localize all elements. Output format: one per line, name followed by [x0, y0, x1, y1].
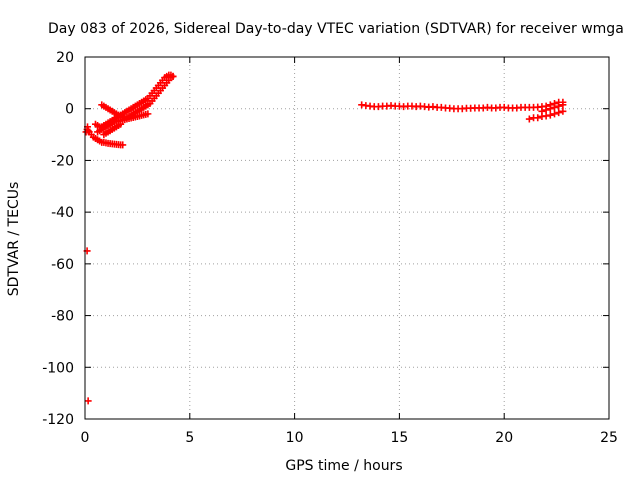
y-tick-label: -80: [51, 309, 74, 325]
y-tick-label: -20: [51, 153, 74, 169]
data-point: [84, 397, 92, 405]
y-axis-label: SDTVAR / TECUs: [6, 182, 22, 297]
x-tick-label: 5: [185, 430, 194, 446]
y-tick-label: -60: [51, 257, 74, 273]
x-tick-label: 25: [600, 430, 618, 446]
grid-lines: [85, 57, 609, 419]
x-tick-label: 10: [286, 430, 304, 446]
data-point: [144, 110, 152, 118]
x-tick-label: 0: [81, 430, 90, 446]
plot-frame: [84, 56, 610, 420]
data-point: [546, 105, 554, 113]
axis-ticks: 0 5 10 15 20 25 20 0 -20 -40 -60 -80 -100 -120: [42, 50, 618, 446]
y-tick-label: -120: [42, 412, 74, 428]
data-point: [555, 102, 563, 110]
data-point: [555, 109, 563, 117]
series-1: [82, 71, 177, 405]
data-point: [119, 141, 127, 149]
data-point: [542, 106, 550, 114]
data-point: [551, 110, 559, 118]
data-point: [551, 103, 559, 111]
data-point: [559, 107, 567, 115]
y-tick-label: -40: [51, 205, 74, 221]
data-point: [546, 111, 554, 119]
x-tick-label: 20: [495, 430, 513, 446]
data-point: [525, 115, 533, 123]
data-point: [538, 107, 546, 115]
y-tick-label: 0: [65, 102, 74, 118]
chart-title: Day 083 of 2026, Sidereal Day-to-day VTE…: [48, 21, 624, 37]
y-tick-label: 20: [56, 50, 74, 66]
data-point: [559, 101, 567, 109]
y-tick-label: -100: [42, 360, 74, 376]
data-points: [82, 71, 567, 405]
data-point: [117, 120, 125, 128]
x-axis-label: GPS time / hours: [285, 458, 402, 474]
data-point: [169, 72, 177, 80]
series-2: [358, 98, 567, 123]
data-point: [534, 114, 542, 122]
x-tick-label: 15: [390, 430, 408, 446]
